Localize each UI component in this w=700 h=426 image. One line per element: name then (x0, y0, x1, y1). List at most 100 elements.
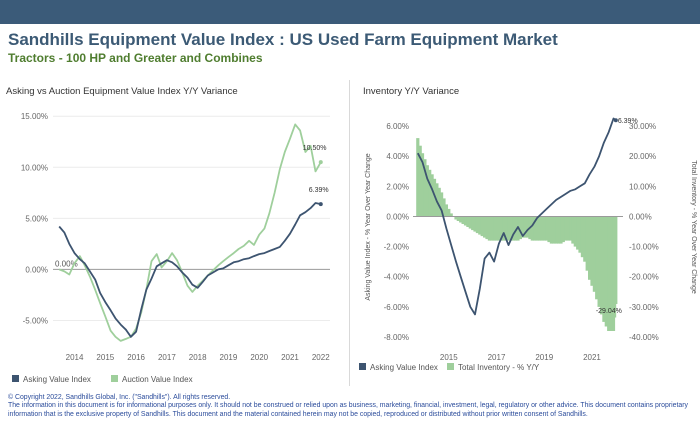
y-left-tick-label: 0.00% (386, 212, 409, 221)
inventory-bar (485, 216, 489, 240)
inventory-bar (540, 216, 544, 241)
inventory-bar (523, 216, 527, 238)
inventory-bar (607, 216, 611, 331)
inventory-bar (559, 216, 563, 244)
inventory-bar (480, 216, 484, 237)
inventory-bar (613, 216, 617, 318)
inventory-bar (578, 216, 582, 253)
x-tick-label: 2019 (220, 353, 238, 362)
inventory-bar (509, 216, 513, 241)
x-tick-label: 2021 (583, 353, 601, 362)
asking-vs-auction-chart: Asking vs Auction Equipment Value Index … (0, 80, 345, 390)
asking-value-line (58, 202, 321, 338)
inventory-bar (599, 216, 604, 315)
series-end-point (318, 160, 323, 165)
legend-swatch-inventory (447, 363, 454, 370)
legend-label-auction: Auction Value Index (122, 375, 193, 384)
inventory-bar (530, 216, 534, 241)
y-left-tick-label: 6.00% (386, 122, 409, 131)
legend-label-inventory: Total Inventory - % Y/Y (458, 363, 540, 372)
inventory-bar (444, 204, 448, 217)
inventory-bar (502, 216, 506, 241)
inventory-bar (576, 216, 580, 250)
inventory-bar (466, 216, 470, 227)
inventory-bar (425, 165, 429, 217)
inventory-bar (573, 216, 577, 247)
inventory-bar (597, 216, 601, 307)
inventory-bar (471, 216, 475, 231)
x-tick-label: 2021 (281, 353, 299, 362)
inventory-bar (416, 138, 420, 217)
inventory-bar (547, 216, 551, 243)
inventory-bar (602, 216, 606, 322)
inventory-bar (568, 216, 573, 241)
inventory-bar (549, 216, 553, 244)
inventory-bar (585, 216, 589, 271)
inventory-bar (459, 216, 463, 223)
y-left-tick-label: 4.00% (386, 152, 409, 161)
inventory-bar (461, 216, 465, 224)
inventory-bar (566, 216, 570, 241)
auction-value-line (58, 123, 322, 342)
asking-vs-auction-svg: Asking vs Auction Equipment Value Index … (6, 86, 330, 384)
y-left-tick-label: -6.00% (384, 303, 409, 312)
asking-value-line (417, 117, 617, 316)
y-right-tick-label: 10.00% (629, 182, 656, 191)
x-tick-label: 2020 (250, 353, 268, 362)
y-right-tick-label: 20.00% (629, 152, 656, 161)
inventory-bar (420, 153, 425, 217)
footer: © Copyright 2022, Sandhills Global, Inc.… (8, 394, 694, 419)
x-tick-label: 2015 (96, 353, 114, 362)
inventory-bar (564, 216, 568, 241)
inventory-bar (504, 216, 508, 241)
inventory-bar (449, 213, 453, 217)
inventory-bar (533, 216, 537, 241)
inventory-bar (423, 159, 427, 217)
legend-swatch-asking (12, 375, 19, 382)
inventory-bar (518, 216, 522, 240)
inventory-bar (456, 216, 460, 221)
y-tick-label: 15.00% (21, 112, 48, 121)
y-left-tick-label: 2.00% (386, 182, 409, 191)
inventory-bar (557, 216, 561, 244)
x-tick-label: 2022 (312, 353, 330, 362)
inventory-bar (490, 216, 494, 241)
y-tick-label: 0.00% (25, 265, 48, 274)
inventory-bar (437, 187, 441, 217)
y-tick-label: 5.00% (25, 214, 48, 223)
inventory-bar (595, 216, 599, 300)
inventory-bar (514, 216, 518, 241)
disclaimer-text: The information in this document is for … (8, 402, 688, 418)
y-left-tick-label: -2.00% (384, 243, 409, 252)
inventory-bar (428, 169, 432, 217)
inventory-bar (571, 216, 575, 244)
inventory-bar (473, 216, 477, 232)
inventory-bar (499, 216, 503, 241)
inventory-bar (430, 174, 434, 217)
inventory-bar (447, 208, 451, 217)
inventory-bar (487, 216, 491, 241)
y-right-tick-label: 0.00% (629, 212, 652, 221)
chart-separator (349, 80, 350, 386)
x-tick-label: 2018 (189, 353, 207, 362)
x-tick-label: 2014 (66, 353, 84, 362)
asking-end-label: 6.39% (309, 187, 329, 194)
y-tick-label: 10.00% (21, 163, 48, 172)
page-title: Sandhills Equipment Value Index : US Use… (8, 30, 558, 49)
inventory-bar (545, 216, 549, 241)
inventory-bar (506, 216, 511, 241)
inventory-bar (494, 216, 499, 241)
inventory-end-label: -29.04% (596, 308, 622, 315)
legend-label-asking: Asking Value Index (370, 363, 438, 372)
x-tick-label: 2017 (158, 353, 176, 362)
inventory-bar (492, 216, 496, 241)
y-left-tick-label: -8.00% (384, 333, 409, 342)
inventory-bar (609, 216, 613, 331)
y-right-tick-label: -10.00% (629, 243, 659, 252)
zero-label: 0.00% (55, 259, 78, 268)
inventory-bar (554, 216, 558, 244)
inventory-bar (463, 216, 468, 226)
inventory-bar (440, 192, 444, 217)
inventory-variance-chart: Inventory Y/Y Variance -8.00% -6.00% -4.00%… (355, 80, 700, 390)
inventory-bar (590, 216, 594, 286)
